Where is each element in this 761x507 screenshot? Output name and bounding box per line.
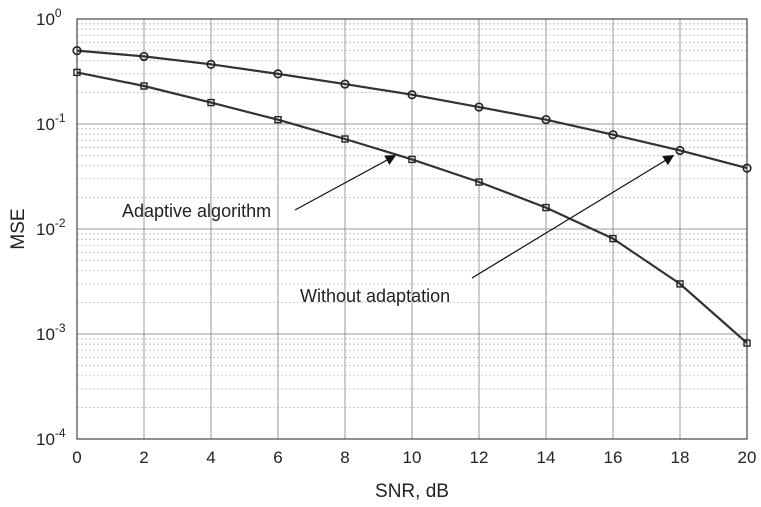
data-point-without-adaptation: [675, 145, 685, 156]
data-point-without-adaptation: [608, 130, 618, 140]
x-tick-label: 20: [738, 448, 757, 467]
y-tick-label: 10-4: [36, 426, 66, 449]
x-tick-label: 10: [403, 448, 422, 467]
x-tick-label: 16: [604, 448, 623, 467]
x-tick-label: 12: [470, 448, 489, 467]
x-tick-label: 14: [537, 448, 556, 467]
series-group: [72, 46, 752, 347]
data-point-adaptive-algorithm: [140, 82, 148, 90]
data-point-adaptive-algorithm: [542, 203, 550, 212]
y-tick-label: 10-2: [36, 216, 66, 239]
annotation-label-without: Without adaptation: [300, 286, 450, 306]
x-tick-label: 6: [273, 448, 282, 467]
series-line-adaptive-algorithm: [76, 71, 748, 344]
annotation-arrow-adaptive: [294, 155, 397, 211]
plot-frame: [76, 18, 748, 440]
y-tick-label: 10-1: [36, 111, 66, 134]
data-point-adaptive-algorithm: [408, 155, 416, 164]
data-point-adaptive-algorithm: [676, 280, 684, 288]
x-tick-label: 2: [139, 448, 148, 467]
data-point-without-adaptation: [407, 90, 417, 100]
data-point-without-adaptation: [474, 102, 484, 112]
data-point-adaptive-algorithm: [609, 234, 617, 243]
y-tick-label: 100: [36, 6, 62, 29]
data-point-adaptive-algorithm: [207, 98, 215, 107]
x-tick-label: 4: [206, 448, 215, 467]
x-tick-label: 0: [72, 448, 81, 467]
data-point-adaptive-algorithm: [743, 339, 751, 347]
grid: [76, 18, 748, 440]
data-point-without-adaptation: [742, 163, 752, 173]
annotation-label-adaptive: Adaptive algorithm: [122, 201, 271, 221]
data-point-adaptive-algorithm: [475, 178, 483, 186]
data-point-without-adaptation: [72, 46, 82, 56]
data-point-adaptive-algorithm: [73, 68, 81, 77]
ticks: 0 2 4 6 8 10 12 14 16 18 20 10-4 10-3 10-2 10-1 100: [36, 6, 756, 467]
data-point-without-adaptation: [139, 51, 149, 62]
data-point-adaptive-algorithm: [341, 135, 349, 143]
y-axis-label: MSE: [8, 208, 29, 249]
data-point-without-adaptation: [273, 69, 283, 79]
x-axis-label: SNR, dB: [375, 481, 449, 502]
annotation-arrow-without: [471, 155, 675, 279]
data-point-adaptive-algorithm: [274, 115, 282, 124]
x-tick-label: 18: [671, 448, 690, 467]
series-line-without-adaptation: [76, 49, 748, 170]
data-point-without-adaptation: [206, 59, 216, 69]
x-tick-label: 8: [340, 448, 349, 467]
data-point-without-adaptation: [541, 115, 551, 125]
annotations: Adaptive algorithm Without adaptation: [122, 155, 675, 306]
data-point-without-adaptation: [340, 79, 350, 89]
y-tick-label: 10-3: [36, 321, 66, 344]
